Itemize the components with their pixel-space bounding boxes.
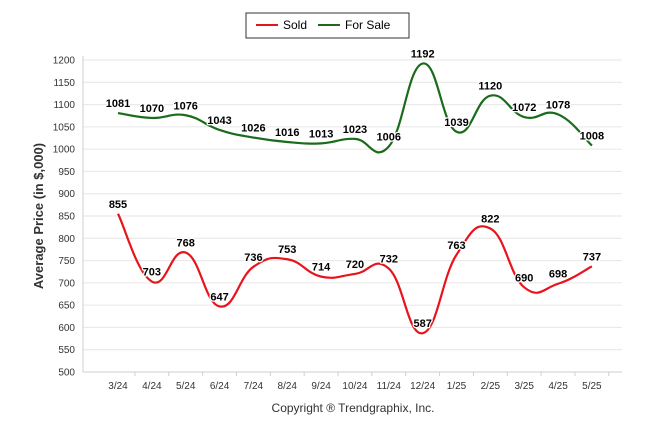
data-label-sold-2/25: 822 bbox=[481, 213, 499, 225]
data-label-for-sale-9/24: 1013 bbox=[309, 128, 333, 140]
y-tick-850: 850 bbox=[58, 212, 75, 223]
data-label-for-sale-1/25: 1039 bbox=[444, 117, 468, 129]
y-tick-1000: 1000 bbox=[53, 145, 76, 156]
series-line-for-sale bbox=[117, 62, 593, 154]
data-labels: 855 703 768 647 736 753 714 720 732 587 763 822 690 6… bbox=[105, 47, 606, 331]
y-tick-900: 900 bbox=[58, 189, 75, 200]
data-label-sold-5/25: 737 bbox=[583, 251, 601, 263]
x-axis-ticks: 3/24 4/24 5/24 6/24 7/24 8/24 9/24 10/24 11/24 12… bbox=[108, 372, 610, 392]
legend-label-for-sale: For Sale bbox=[345, 18, 391, 32]
data-label-for-sale-10/24: 1023 bbox=[343, 124, 367, 136]
x-tick-8/24: 8/24 bbox=[278, 381, 298, 392]
x-tick-2/25: 2/25 bbox=[481, 381, 501, 392]
y-tick-500: 500 bbox=[58, 368, 75, 379]
x-tick-6/24: 6/24 bbox=[210, 381, 230, 392]
x-tick-11/24: 11/24 bbox=[377, 381, 402, 392]
data-label-sold-11/24: 732 bbox=[380, 254, 398, 266]
x-tick-9/24: 9/24 bbox=[311, 381, 331, 392]
data-label-for-sale-3/24: 1081 bbox=[106, 98, 130, 110]
x-tick-12/24: 12/24 bbox=[410, 381, 435, 392]
y-tick-1150: 1150 bbox=[53, 78, 75, 89]
y-tick-1200: 1200 bbox=[53, 56, 76, 67]
data-label-for-sale-11/24: 1006 bbox=[377, 131, 401, 143]
data-label-sold-4/24: 703 bbox=[143, 267, 161, 279]
data-label-for-sale-3/25: 1072 bbox=[512, 102, 536, 114]
series-line-sold bbox=[117, 213, 593, 335]
x-tick-4/24: 4/24 bbox=[142, 381, 162, 392]
y-tick-950: 950 bbox=[58, 167, 75, 178]
series-lines bbox=[117, 62, 593, 335]
x-tick-5/25: 5/25 bbox=[582, 381, 602, 392]
x-tick-4/25: 4/25 bbox=[548, 381, 568, 392]
x-tick-5/24: 5/24 bbox=[176, 381, 196, 392]
data-label-for-sale-12/24: 1192 bbox=[411, 49, 435, 61]
data-label-for-sale-2/25: 1120 bbox=[478, 81, 502, 93]
y-axis-label: Average Price (in $,000) bbox=[31, 143, 46, 289]
y-tick-1050: 1050 bbox=[53, 122, 76, 133]
data-label-sold-1/25: 763 bbox=[447, 240, 465, 252]
data-label-sold-5/24: 768 bbox=[177, 238, 195, 250]
y-tick-800: 800 bbox=[58, 234, 75, 245]
data-label-for-sale-7/24: 1026 bbox=[241, 123, 265, 135]
y-tick-700: 700 bbox=[58, 278, 75, 289]
data-label-for-sale-5/24: 1076 bbox=[173, 100, 197, 112]
data-label-sold-3/25: 690 bbox=[515, 272, 533, 284]
data-label-sold-8/24: 753 bbox=[278, 244, 296, 256]
data-label-for-sale-8/24: 1016 bbox=[275, 127, 299, 139]
y-tick-650: 650 bbox=[58, 301, 75, 312]
data-label-for-sale-4/25: 1078 bbox=[546, 99, 570, 111]
y-tick-1100: 1100 bbox=[53, 100, 75, 111]
y-tick-750: 750 bbox=[58, 256, 75, 267]
x-tick-10/24: 10/24 bbox=[342, 381, 367, 392]
data-label-sold-7/24: 736 bbox=[244, 252, 262, 264]
gridlines bbox=[82, 56, 622, 373]
data-label-for-sale-4/24: 1070 bbox=[140, 103, 164, 115]
x-tick-7/24: 7/24 bbox=[244, 381, 264, 392]
x-tick-1/25: 1/25 bbox=[447, 381, 467, 392]
y-tick-600: 600 bbox=[58, 323, 75, 334]
y-axis-ticks: 500 550 600 650 700 750 800 850 900 950 1000 1050 11… bbox=[53, 56, 76, 379]
data-label-sold-4/25: 698 bbox=[549, 269, 567, 281]
copyright-footer: Copyright ® Trendgraphix, Inc. bbox=[272, 401, 435, 415]
x-tick-3/25: 3/25 bbox=[514, 381, 534, 392]
data-label-sold-9/24: 714 bbox=[312, 262, 331, 274]
data-label-sold-12/24: 587 bbox=[413, 318, 431, 330]
data-label-sold-6/24: 647 bbox=[210, 291, 228, 303]
y-tick-550: 550 bbox=[58, 345, 75, 356]
legend-label-sold: Sold bbox=[283, 18, 307, 32]
data-label-for-sale-6/24: 1043 bbox=[207, 115, 231, 127]
data-label-sold-3/24: 855 bbox=[109, 199, 127, 211]
x-tick-3/24: 3/24 bbox=[108, 381, 128, 392]
legend: Sold For Sale bbox=[245, 12, 410, 39]
data-label-for-sale-5/25: 1008 bbox=[580, 131, 604, 143]
data-label-sold-10/24: 720 bbox=[346, 259, 364, 271]
